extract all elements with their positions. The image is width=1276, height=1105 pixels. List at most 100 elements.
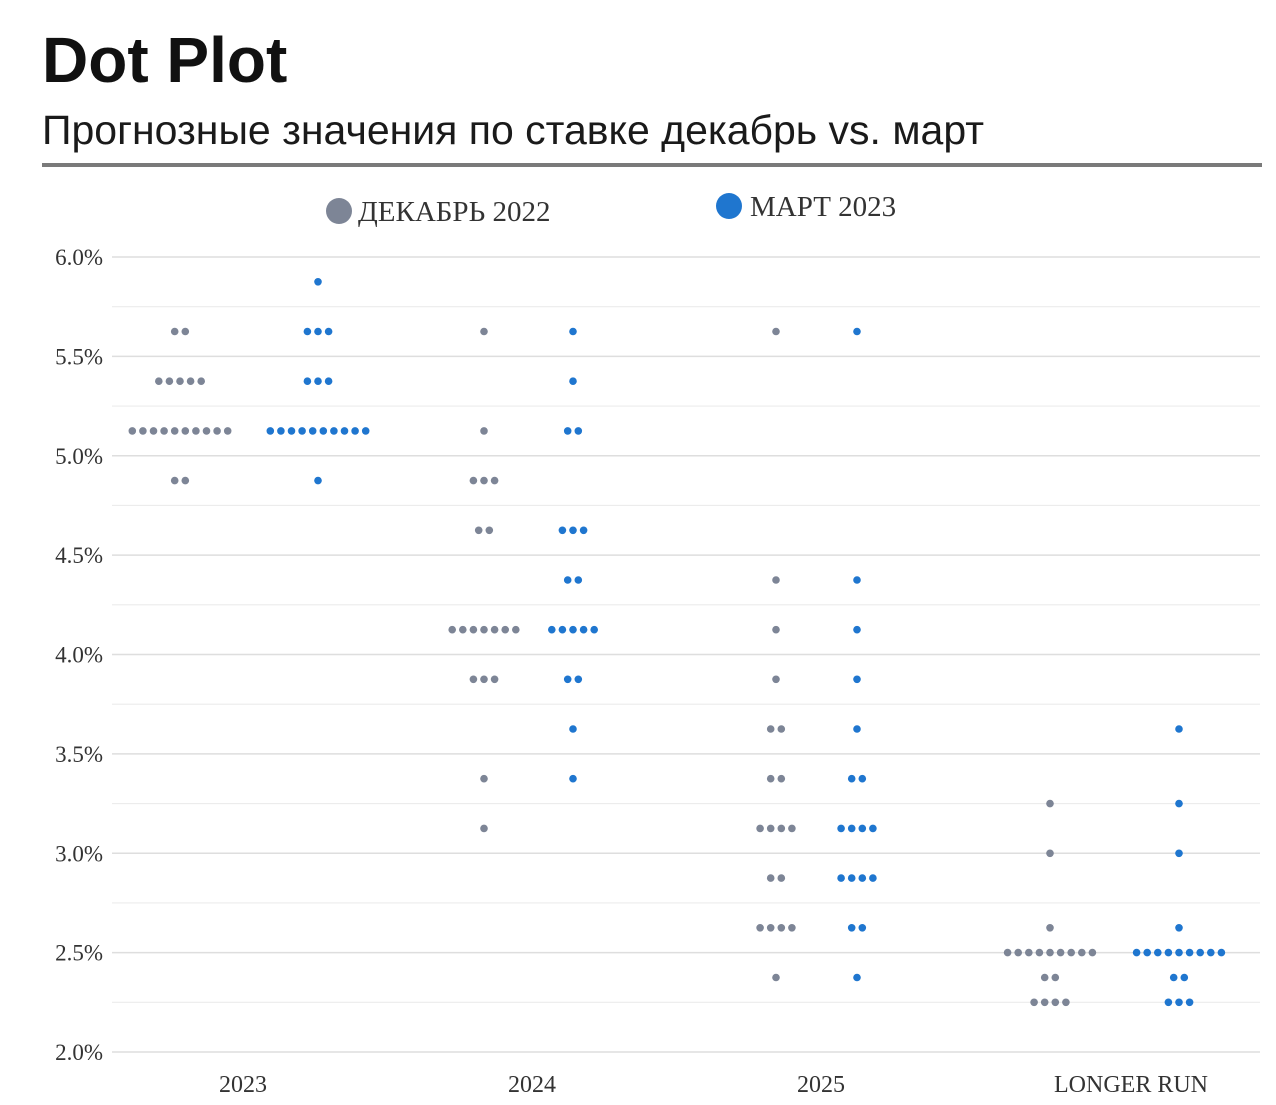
dot-mar (1207, 948, 1215, 957)
dot-dec (772, 625, 780, 634)
dot-mar (869, 874, 877, 882)
legend-dot-dec (326, 198, 352, 224)
dot-dec (1051, 998, 1060, 1007)
legend-label-dec: ДЕКАБРЬ 2022 (358, 196, 550, 228)
dot-dec (176, 377, 184, 386)
dot-mar (1169, 973, 1178, 982)
dot-mar (298, 427, 306, 435)
dot-dec (772, 675, 780, 684)
dot-mar (319, 427, 328, 435)
dot-dec (480, 675, 488, 684)
dot-mar (1175, 799, 1183, 808)
dot-mar (853, 576, 861, 584)
dot-dec (480, 427, 488, 435)
dot-dec (1046, 799, 1054, 808)
dot-mar (324, 327, 333, 336)
dot-dec (485, 526, 494, 535)
dot-dec (772, 327, 780, 336)
dot-dec (480, 824, 488, 833)
dot-mar (303, 377, 312, 386)
dot-dec (1051, 973, 1060, 982)
dot-dec (1030, 998, 1038, 1007)
dot-dec (756, 824, 764, 833)
x-tick-label: LONGER RUN (1054, 1072, 1208, 1098)
dot-dec (480, 327, 488, 336)
dot-mar (1154, 948, 1162, 957)
dot-dec (777, 725, 786, 733)
dot-dec (192, 427, 200, 435)
dot-mar (869, 824, 877, 833)
dot-mar (1185, 948, 1194, 957)
dot-mar (858, 824, 867, 833)
dot-mar (590, 625, 598, 634)
dot-dec (501, 625, 510, 634)
dot-dec (777, 924, 786, 932)
dot-dec (490, 476, 499, 485)
dot-mar (569, 526, 577, 535)
legend: ДЕКАБРЬ 2022 МАРТ 2023 (326, 191, 896, 228)
dot-mar (847, 874, 856, 882)
dot-mar (340, 427, 349, 435)
dot-dec (766, 874, 775, 882)
dot-mar (277, 427, 285, 435)
title-divider (42, 163, 1262, 167)
dot-mar (548, 625, 556, 634)
y-tick-label: 3.5% (55, 742, 103, 767)
chart-title: Dot Plot (42, 24, 288, 96)
dot-dec (766, 774, 775, 783)
dot-dec (469, 625, 478, 634)
dot-mar (314, 476, 322, 485)
y-tick-label: 4.0% (55, 643, 103, 668)
dot-dec (448, 625, 457, 634)
legend-dot-mar (716, 193, 742, 219)
dot-dec (777, 824, 786, 833)
dot-mar (847, 774, 856, 783)
dot-dec (128, 427, 137, 435)
dot-dec (490, 675, 499, 684)
dot-dec (202, 427, 211, 435)
dot-mar (569, 327, 577, 336)
dot-mar (1196, 948, 1204, 957)
dot-dec (1088, 948, 1097, 957)
dot-dec (1046, 849, 1054, 858)
y-tick-label: 6.0% (55, 245, 103, 270)
dot-dec (459, 625, 467, 634)
dot-dec (197, 377, 205, 386)
dot-mar (574, 675, 583, 684)
dot-dec (777, 874, 786, 882)
dot-dec (170, 327, 179, 336)
dot-dec (155, 377, 163, 386)
dot-mar (303, 327, 312, 336)
dot-mar (1185, 998, 1194, 1007)
dot-mar (314, 327, 322, 336)
dot-dec (170, 476, 179, 485)
dot-mar (1180, 973, 1189, 982)
dot-mar (579, 625, 588, 634)
dot-mar (847, 824, 856, 833)
dot-mar (1164, 948, 1173, 957)
grid-lines (112, 256, 1260, 1053)
dot-dec (1046, 948, 1054, 957)
dot-dec (213, 427, 221, 435)
dot-dec (756, 924, 764, 932)
dot-dec (469, 476, 478, 485)
dot-dec (772, 576, 780, 584)
dot-dec (181, 427, 190, 435)
y-tick-label: 5.0% (55, 444, 103, 469)
dot-mar (569, 377, 577, 386)
dot-mar (853, 973, 861, 982)
dot-mar (853, 675, 861, 684)
y-tick-label: 5.5% (55, 344, 103, 369)
dot-mar (858, 924, 867, 932)
dot-mar (266, 427, 275, 435)
dot-mar (324, 377, 333, 386)
dot-mar (330, 427, 338, 435)
dot-dec (186, 377, 195, 386)
dot-dec (788, 824, 796, 833)
y-axis: 2.0% 2.5% 3.0% 3.5% 4.0% 4.5% 5.0% 5.5% 6.0% (55, 245, 103, 1065)
y-tick-label: 2.0% (55, 1040, 103, 1065)
dot-dec (474, 526, 483, 535)
dot-mar (569, 725, 577, 733)
dot-dec (1056, 948, 1065, 957)
dot-dec (766, 725, 775, 733)
